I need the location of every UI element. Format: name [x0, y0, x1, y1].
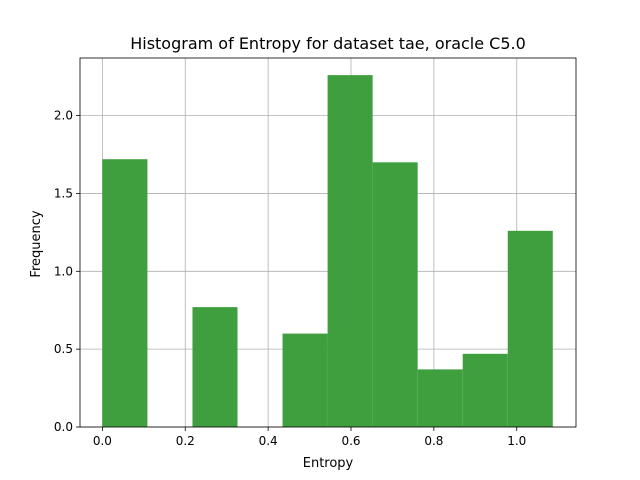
- histogram-bar: [102, 159, 148, 428]
- histogram-bar: [507, 230, 553, 427]
- y-tick-label: 0.0: [54, 420, 73, 434]
- y-axis-label: Frequency: [29, 210, 44, 277]
- histogram-bar: [372, 162, 418, 427]
- x-tick-label: 0.6: [341, 434, 360, 448]
- x-axis-ticks: 0.0 0.2 0.4 0.6 0.8 1.0: [93, 427, 526, 448]
- plot-frame: [79, 57, 577, 428]
- x-tick-label: 0.4: [259, 434, 278, 448]
- histogram-bar: [327, 75, 373, 427]
- histogram-bar: [192, 307, 238, 427]
- x-tick-label: 1.0: [507, 434, 526, 448]
- histogram-bar: [417, 369, 463, 427]
- y-tick-label: 1.5: [54, 186, 73, 200]
- y-tick-label: 2.0: [54, 109, 73, 123]
- x-tick-label: 0.8: [424, 434, 443, 448]
- x-axis-label: Entropy: [303, 456, 354, 471]
- bars: [102, 75, 553, 428]
- chart-title: Histogram of Entropy for dataset tae, or…: [130, 34, 526, 53]
- y-tick-label: 0.5: [54, 342, 73, 356]
- x-tick-label: 0.2: [176, 434, 195, 448]
- x-tick-label: 0.0: [93, 434, 112, 448]
- y-tick-label: 1.0: [54, 264, 73, 278]
- y-axis-ticks: 0.0 0.5 1.0 1.5 2.0: [54, 109, 80, 434]
- histogram-bar: [462, 353, 508, 427]
- histogram-bar: [282, 333, 328, 427]
